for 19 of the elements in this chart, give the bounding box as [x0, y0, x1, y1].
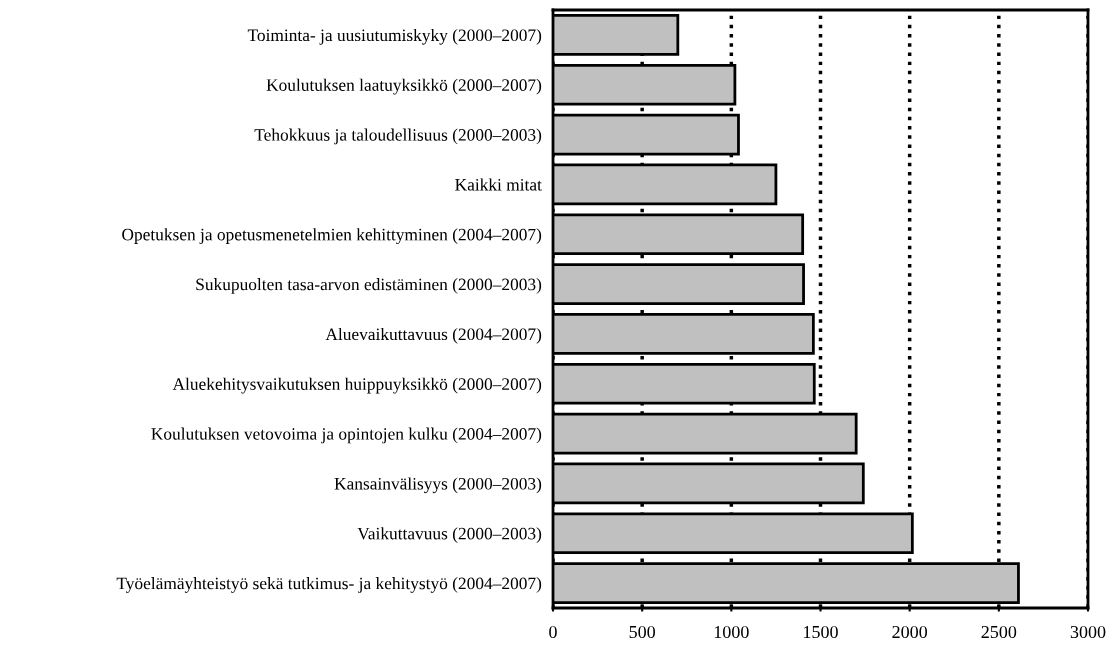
- y-tick-label: Tehokkuus ja taloudellisuus (2000–2003): [254, 128, 542, 145]
- y-tick-label: Toiminta- ja uusiutumiskyky (2000–2007): [247, 28, 542, 45]
- y-tick-label: Koulutuksen laatuyksikkö (2000–2007): [266, 78, 542, 95]
- y-tick-label: Aluevaikuttavuus (2004–2007): [325, 327, 542, 344]
- y-tick-label: Kaikki mitat: [455, 178, 542, 191]
- x-tick-label: 2000: [892, 625, 928, 639]
- y-tick-label: Vaikuttavuus (2000–2003): [357, 527, 542, 543]
- y-tick-label: Koulutuksen vetovoima ja opintojen kulku (2004–2007): [151, 427, 542, 444]
- y-tick-label: Työelämäyhteistyö sekä tutkimus- ja kehitystyö (2004–2007): [116, 577, 542, 593]
- y-tick-label: Kansainvälisyys (2000–2003): [334, 477, 542, 494]
- x-tick-label: 0: [549, 625, 557, 639]
- y-tick-label: Opetuksen ja opetusmenetelmien kehittyminen (2004–2007): [122, 228, 542, 245]
- x-tick-label: 2500: [981, 625, 1017, 639]
- x-tick-label: 3000: [1070, 625, 1106, 639]
- y-tick-label: Sukupuolten tasa-arvon edistäminen (2000–2003): [196, 278, 542, 294]
- x-tick-label: 1000: [714, 625, 749, 639]
- x-tick-label: 500: [629, 625, 656, 639]
- y-tick-label: Aluekehitysvaikutuksen huippuyksikkö (2000–2007): [172, 377, 542, 394]
- x-tick-label: 1500: [804, 625, 838, 639]
